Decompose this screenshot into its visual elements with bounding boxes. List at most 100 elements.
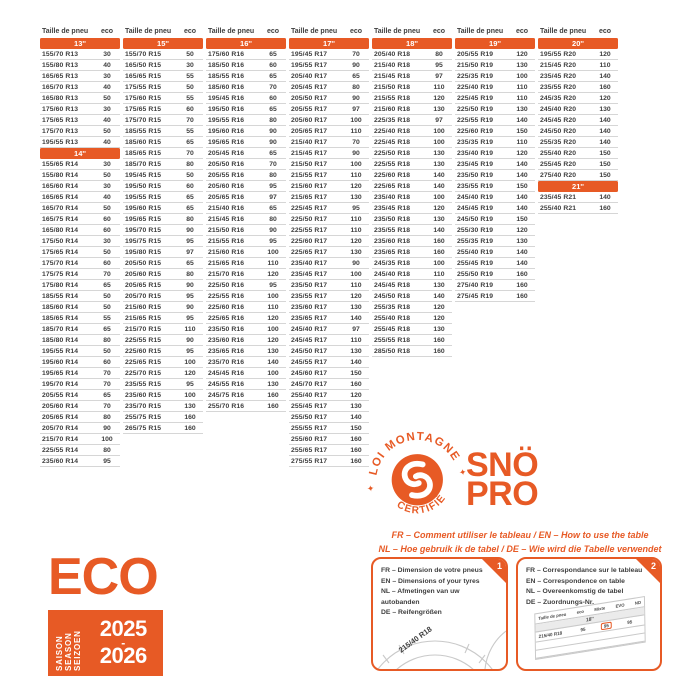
eco-value: 120 [350, 182, 362, 190]
tyre-size: 255/50 R19 [457, 270, 494, 278]
eco-value: 150 [516, 182, 528, 190]
eco-value: 90 [352, 259, 360, 267]
eco-value: 140 [433, 171, 445, 179]
eco-value: 65 [269, 72, 277, 80]
tyre-size: 205/55 R16 [208, 171, 245, 179]
tyre-size: 175/70 R13 [42, 127, 79, 135]
table-row: 195/45 R16 60 [206, 93, 286, 104]
eco-value: 55 [186, 127, 194, 135]
eco-value: 60 [103, 215, 111, 223]
info-line: FR – Correspondance sur le tableau [526, 567, 643, 574]
eco-value: 95 [186, 347, 194, 355]
table-row: 165/80 R14 60 [40, 225, 120, 236]
table-row: 185/65 R15 70 [123, 148, 203, 159]
tyre-size: 235/60 R16 [208, 336, 245, 344]
tyre-size: 225/35 R18 [374, 116, 411, 124]
tyre-size: 175/80 R14 [42, 281, 79, 289]
eco-value: 120 [267, 336, 279, 344]
tyre-size: 215/65 R16 [208, 259, 245, 267]
table-row: 245/40 R20 130 [538, 104, 618, 115]
table-row: 205/60 R14 70 [40, 401, 120, 412]
tyre-size: 235/50 R18 [374, 215, 411, 223]
eco-value: 90 [186, 336, 194, 344]
eco-value: 110 [599, 61, 611, 69]
tyre-size: 195/65 R14 [42, 369, 79, 377]
table-row: 175/70 R14 60 [40, 258, 120, 269]
tyre-size: 235/45 R19 [457, 160, 494, 168]
table-row: 235/70 R16 140 [206, 357, 286, 368]
eco-value: 90 [269, 226, 277, 234]
table-row: 175/55 R15 50 [123, 82, 203, 93]
eco-value: 80 [103, 336, 111, 344]
table-row: 205/55 R19 120 [455, 49, 535, 60]
eco-value: 50 [186, 171, 194, 179]
tyre-size: 215/60 R16 [208, 248, 245, 256]
tyre-size: 225/35 R19 [457, 72, 494, 80]
table-row: 255/50 R17 140 [289, 412, 369, 423]
eco-value: 80 [186, 270, 194, 278]
eco-value: 130 [267, 347, 279, 355]
table-row: 205/55 R16 80 [206, 170, 286, 181]
sno-pro-logo: SNÖ PRO [466, 448, 539, 510]
eco-value: 65 [269, 204, 277, 212]
tyre-size: 255/35 R18 [374, 303, 411, 311]
tyre-size: 225/55 R16 [208, 292, 245, 300]
table-row: 205/50 R17 90 [289, 93, 369, 104]
table-row: 235/45 R20 140 [538, 71, 618, 82]
tyre-size: 235/65 R17 [291, 314, 328, 322]
table-row: 225/65 R17 130 [289, 247, 369, 258]
table-row: 235/40 R17 90 [289, 258, 369, 269]
eco-value: 100 [350, 160, 362, 168]
tyre-size: 215/70 R15 [125, 325, 162, 333]
tyre-size: 235/40 R18 [374, 193, 411, 201]
tyre-size: 235/50 R19 [457, 171, 494, 179]
tyre-size: 165/65 R13 [42, 72, 79, 80]
eco-value: 70 [269, 83, 277, 91]
eco-value: 100 [184, 391, 196, 399]
table-row: 205/65 R14 80 [40, 412, 120, 423]
eco-value: 140 [267, 358, 279, 366]
table-row: 205/65 R16 97 [206, 192, 286, 203]
tyre-size: 255/70 R16 [208, 402, 245, 410]
tyre-size: 245/40 R18 [374, 270, 411, 278]
tyre-size: 175/60 R16 [208, 50, 245, 58]
table-row: 275/45 R19 160 [455, 291, 535, 302]
tyre-size: 225/65 R18 [374, 182, 411, 190]
tyre-size: 195/65 R15 [125, 215, 162, 223]
tyre-size: 165/65 R15 [125, 72, 162, 80]
table-row: 155/70 R13 30 [40, 49, 120, 60]
table-row: 235/60 R14 95 [40, 456, 120, 467]
header-eco: eco [183, 28, 197, 35]
tyre-size: 175/65 R15 [125, 105, 162, 113]
tyre-size: 245/45 R19 [457, 204, 494, 212]
eco-value: 120 [184, 369, 196, 377]
tyre-size: 235/55 R20 [540, 83, 577, 91]
table-row: 235/50 R19 140 [455, 170, 535, 181]
eco-value: 97 [435, 72, 443, 80]
corner-badge-icon [482, 559, 506, 583]
tyre-size: 235/60 R18 [374, 237, 411, 245]
tyre-size: 225/70 R15 [125, 369, 162, 377]
tyre-size: 245/35 R20 [540, 94, 577, 102]
eco-value: 100 [433, 138, 445, 146]
table-row: 175/65 R14 50 [40, 247, 120, 258]
size-table: Taille de pneu eco 13'' 155/70 R13 30 155/80 … [40, 25, 618, 467]
tyre-size: 165/80 R14 [42, 226, 79, 234]
table-row: 195/60 R14 60 [40, 357, 120, 368]
eco-value: 120 [433, 303, 445, 311]
table-row: 235/45 R17 100 [289, 269, 369, 280]
table-row: 235/50 R17 110 [289, 280, 369, 291]
eco-value: 140 [516, 204, 528, 212]
tyre-size: 195/75 R15 [125, 237, 162, 245]
tyre-size: 165/65 R14 [42, 193, 79, 201]
tyre-size: 255/45 R17 [291, 402, 328, 410]
table-row: 225/60 R15 95 [123, 346, 203, 357]
table-row: 205/65 R15 90 [123, 280, 203, 291]
eco-value: 150 [599, 160, 611, 168]
table-row: 215/45 R17 90 [289, 148, 369, 159]
tyre-size: 245/45 R16 [208, 369, 245, 377]
eco-value: 130 [433, 149, 445, 157]
table-row: 255/60 R17 160 [289, 434, 369, 445]
eco-value: 80 [103, 413, 111, 421]
tyre-size: 225/45 R19 [457, 94, 494, 102]
